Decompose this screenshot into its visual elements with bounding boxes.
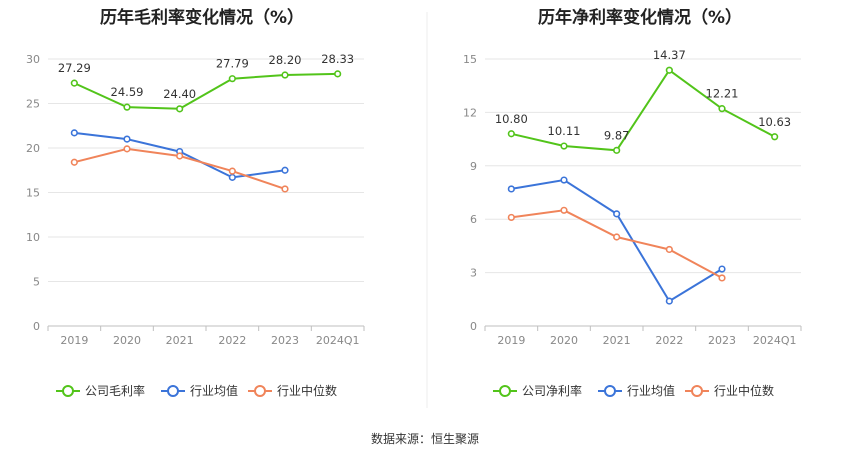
gross-data-point — [123, 103, 131, 111]
net-y-tick-label: 15 — [463, 53, 477, 66]
net-legend-swatch-marker — [604, 385, 616, 397]
net-data-point — [665, 66, 673, 74]
gross-legend-label: 行业中位数 — [277, 383, 337, 398]
gross-data-point — [123, 145, 131, 153]
net-data-point — [560, 142, 568, 150]
gross-y-tick-label: 30 — [26, 53, 40, 66]
net-data-point — [718, 274, 726, 282]
gross-x-tick-label: 2019 — [60, 334, 88, 347]
gross-y-tick-label: 25 — [26, 98, 40, 111]
gross-data-point — [281, 166, 289, 174]
gross-x-tick-label: 2023 — [271, 334, 299, 347]
gross-data-point — [281, 71, 289, 79]
gross-data-label: 24.59 — [111, 85, 144, 99]
net-legend-label: 公司净利率 — [522, 383, 582, 398]
net-data-point — [718, 265, 726, 273]
net-data-point — [613, 233, 621, 241]
gross-y-tick-label: 15 — [26, 187, 40, 200]
gross-x-tick-label: 2024Q1 — [316, 334, 360, 347]
chart-title-gross-margin: 历年毛利率变化情况（%） — [99, 8, 305, 28]
net-x-tick-label: 2019 — [497, 334, 525, 347]
data-source-note: 数据来源：恒生聚源 — [370, 432, 479, 446]
net-y-tick-label: 6 — [470, 213, 477, 226]
gross-legend-swatch-marker — [254, 385, 266, 397]
net-data-label: 10.11 — [548, 124, 581, 138]
net-data-point — [560, 206, 568, 214]
net-data-point — [718, 105, 726, 113]
net-y-tick-label: 9 — [470, 160, 477, 173]
gross-series-line-0 — [73, 72, 338, 110]
gross-data-point — [70, 158, 78, 166]
gross-data-point — [70, 129, 78, 137]
net-x-tick-label: 2021 — [603, 334, 631, 347]
gross-data-label: 27.79 — [216, 57, 249, 71]
gross-legend-swatch-marker — [167, 385, 179, 397]
gross-data-point — [334, 70, 342, 78]
gross-data-label: 27.29 — [58, 61, 91, 75]
gross-x-tick-label: 2021 — [166, 334, 194, 347]
gross-data-point — [281, 185, 289, 193]
gross-data-label: 28.20 — [269, 53, 302, 67]
gross-data-label: 28.33 — [321, 52, 354, 66]
gross-data-point — [228, 173, 236, 181]
net-legend-label: 行业中位数 — [714, 383, 774, 398]
gross-x-tick-label: 2022 — [218, 334, 246, 347]
net-data-point — [560, 176, 568, 184]
net-data-label: 9.87 — [604, 128, 630, 142]
net-data-point — [613, 146, 621, 154]
gross-y-tick-label: 5 — [33, 276, 40, 289]
gross-legend-label: 公司毛利率 — [85, 383, 145, 398]
net-y-tick-label: 0 — [470, 320, 477, 333]
net-data-point — [507, 213, 515, 222]
net-data-label: 10.80 — [495, 112, 528, 126]
net-x-tick-label: 2023 — [708, 334, 736, 347]
net-x-tick-label: 2020 — [550, 334, 578, 347]
net-data-label: 10.63 — [758, 115, 791, 129]
gross-x-tick-label: 2020 — [113, 334, 141, 347]
net-legend-swatch-marker — [691, 385, 703, 397]
gross-y-tick-label: 10 — [26, 231, 40, 244]
gross-data-point — [70, 79, 78, 87]
net-series-line-2 — [511, 209, 723, 279]
net-series-line-0 — [511, 68, 776, 152]
gross-y-tick-label: 20 — [26, 142, 40, 155]
net-data-point — [771, 133, 779, 141]
gross-data-point — [176, 105, 184, 113]
gross-y-tick-label: 0 — [33, 320, 40, 333]
net-data-point — [665, 297, 673, 305]
net-x-tick-label: 2024Q1 — [753, 334, 797, 347]
gross-data-point — [123, 135, 131, 143]
gross-data-point — [228, 75, 236, 83]
net-data-point — [507, 185, 515, 193]
gross-data-point — [228, 167, 236, 175]
gross-data-point — [176, 152, 184, 160]
net-y-tick-label: 3 — [470, 267, 477, 280]
net-x-tick-label: 2022 — [655, 334, 683, 347]
gross-legend-label: 行业均值 — [190, 383, 238, 398]
net-legend-label: 行业均值 — [627, 383, 675, 398]
gross-legend-swatch-marker — [62, 385, 74, 397]
net-data-point — [665, 245, 673, 254]
net-data-point — [613, 210, 621, 218]
net-data-label: 12.21 — [706, 87, 739, 101]
chart-title-net-margin: 历年净利率变化情况（%） — [537, 8, 743, 28]
net-y-tick-label: 12 — [463, 106, 477, 119]
net-data-label: 14.37 — [653, 48, 686, 62]
gross-data-label: 24.40 — [163, 87, 196, 101]
net-data-point — [507, 130, 515, 138]
net-legend-swatch-marker — [499, 385, 511, 397]
